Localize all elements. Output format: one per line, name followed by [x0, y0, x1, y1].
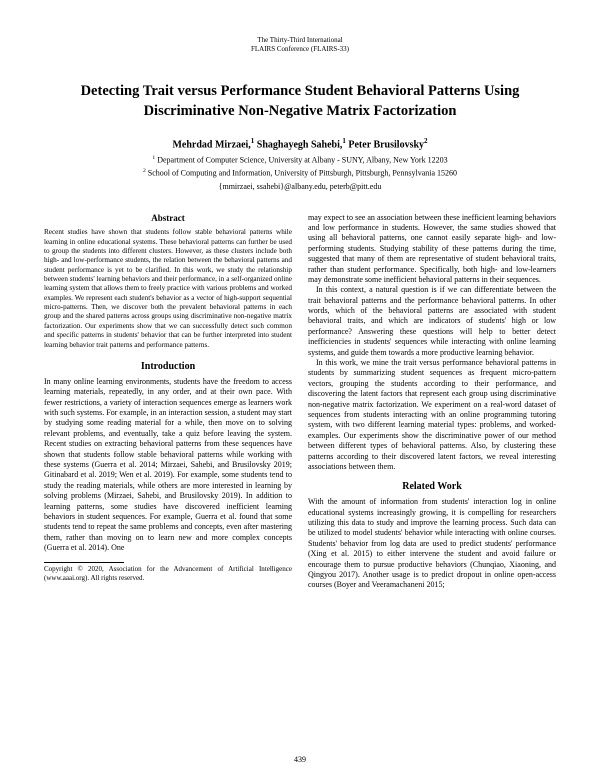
section-heading-introduction: Introduction	[44, 360, 292, 373]
col2-p2: In this context, a natural question is i…	[308, 285, 556, 358]
page-number: 439	[0, 755, 600, 764]
paper-title: Detecting Trait versus Performance Stude…	[44, 82, 556, 121]
intro-paragraph: In many online learning environments, st…	[44, 377, 292, 554]
conf-line1: The Thirty-Third International	[44, 36, 556, 45]
section-heading-related-work: Related Work	[308, 480, 556, 493]
abstract-heading: Abstract	[44, 213, 292, 225]
related-p1: With the amount of information from stud…	[308, 497, 556, 591]
col2-p3: In this work, we mine the trait versus p…	[308, 358, 556, 472]
copyright-notice: Copyright © 2020, Association for the Ad…	[44, 565, 292, 583]
footnote-rule	[44, 562, 124, 563]
column-right: may expect to see an association between…	[308, 213, 556, 591]
two-column-body: Abstract Recent studies have shown that …	[44, 213, 556, 591]
abstract-body: Recent studies have shown that students …	[44, 228, 292, 350]
conf-line2: FLAIRS Conference (FLAIRS-33)	[44, 45, 556, 54]
col2-p1: may expect to see an association between…	[308, 213, 556, 286]
affiliation-1: 1 Department of Computer Science, Univer…	[44, 155, 556, 166]
authors: Mehrdad Mirzaei,1 Shaghayegh Sahebi,1 Pe…	[44, 137, 556, 150]
conference-header: The Thirty-Third International FLAIRS Co…	[44, 36, 556, 54]
column-left: Abstract Recent studies have shown that …	[44, 213, 292, 591]
affiliation-2: 2 School of Computing and Information, U…	[44, 168, 556, 179]
author-emails: {mmirzaei, ssahebi}@albany.edu, peterb@p…	[44, 182, 556, 191]
